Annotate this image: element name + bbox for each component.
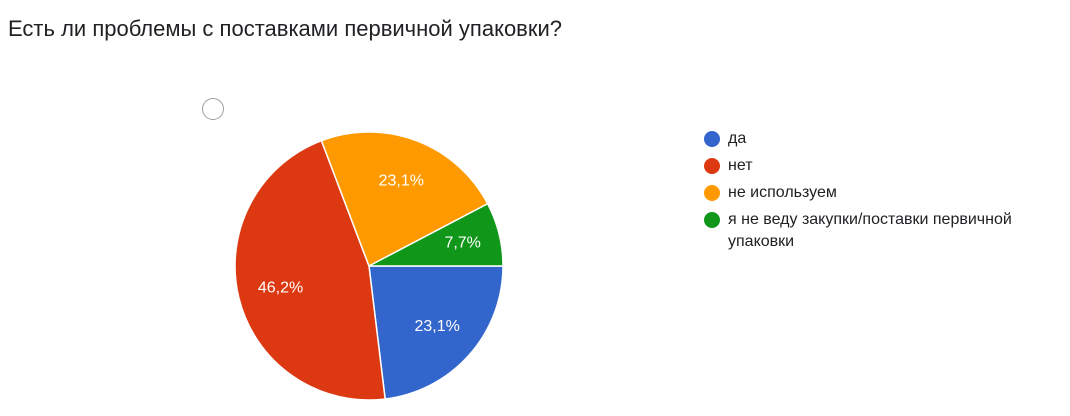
legend-item-da[interactable]: да [704, 128, 1064, 150]
pie-slice-label-2: 23,1% [379, 172, 424, 189]
pie-slices [234, 131, 504, 401]
legend-label-da: да [728, 130, 747, 147]
pie-slice-3[interactable] [368, 202, 504, 267]
legend-label-ne-vedu: я не веду закупки/поставки первичной упа… [728, 211, 1012, 250]
pie-slice-1[interactable] [234, 139, 386, 401]
legend-item-net[interactable]: нет [704, 155, 1064, 177]
pie-labels: 23,1% 46,2% 23,1% 7,7% [258, 172, 481, 335]
legend-label-ne-ispolzuem: не используем [728, 184, 837, 201]
legend-swatch-ne-vedu [704, 212, 720, 228]
pie-slice-label-0: 23,1% [415, 318, 460, 335]
pie-slice-2[interactable] [320, 131, 489, 268]
legend-item-ne-vedu[interactable]: я не веду закупки/поставки первичной упа… [704, 209, 1064, 253]
legend-swatch-net [704, 158, 720, 174]
pie-slice-label-1: 46,2% [258, 279, 303, 296]
legend-swatch-da [704, 131, 720, 147]
legend-label-net: нет [728, 157, 753, 174]
radio-button[interactable] [202, 98, 224, 120]
pie-slice-0[interactable] [368, 265, 504, 400]
legend: да нет не используем я не веду закупки/п… [704, 128, 1064, 258]
question-title: Есть ли проблемы с поставками первичной … [8, 16, 563, 41]
pie-slice-label-3: 7,7% [444, 234, 480, 251]
legend-swatch-ne-ispolzuem [704, 185, 720, 201]
legend-item-ne-ispolzuem[interactable]: не используем [704, 182, 1064, 204]
